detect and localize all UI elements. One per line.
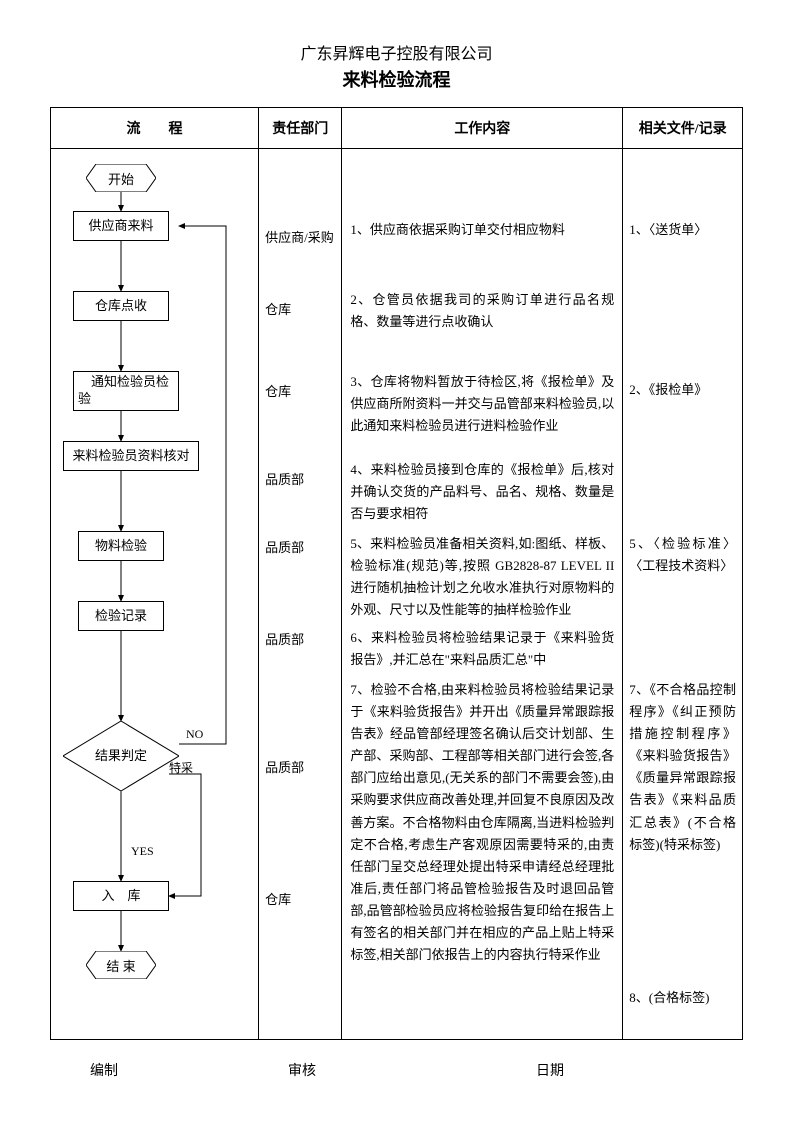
flow-node-receive: 仓库点收 bbox=[73, 291, 169, 321]
flow-node-record-label: 检验记录 bbox=[95, 608, 147, 625]
flow-end: 结 束 bbox=[86, 951, 156, 979]
work-1: 1、供应商依据采购订单交付相应物料 bbox=[350, 219, 614, 241]
flow-cell: 开始 供应商来料 仓库点收 通知检验员检验 来料检验员资料核对 bbox=[51, 149, 259, 1040]
dept-2: 仓库 bbox=[265, 299, 337, 321]
work-cell: 1、供应商依据采购订单交付相应物料 2、仓管员依据我司的采购订单进行品名规格、数… bbox=[342, 149, 623, 1040]
edge-label-no: NO bbox=[186, 727, 203, 742]
flow-node-supplier-label: 供应商来料 bbox=[88, 218, 153, 235]
flow-start-label: 开始 bbox=[108, 169, 134, 188]
doc-8: 8、(合格标签) bbox=[629, 987, 736, 1009]
col-header-doc: 相关文件/记录 bbox=[623, 108, 743, 149]
doc-1: 1、〈送货单〉 bbox=[629, 219, 736, 241]
document-title: 来料检验流程 bbox=[50, 66, 743, 92]
dept-8: 仓库 bbox=[265, 889, 337, 911]
flow-node-store: 入 库 bbox=[73, 881, 169, 911]
flow-node-receive-label: 仓库点收 bbox=[95, 298, 147, 315]
table-header-row: 流 程 责任部门 工作内容 相关文件/记录 bbox=[51, 108, 743, 149]
flow-node-supplier: 供应商来料 bbox=[73, 211, 169, 241]
flow-node-notify: 通知检验员检验 bbox=[73, 371, 179, 411]
footer: 编制 审核 日期 bbox=[50, 1060, 743, 1080]
dept-3: 仓库 bbox=[265, 381, 337, 403]
work-6: 6、来料检验员将检验结果记录于《来料验货报告》,并汇总在"来料品质汇总"中 bbox=[350, 627, 614, 671]
main-table: 流 程 责任部门 工作内容 相关文件/记录 bbox=[50, 107, 743, 1040]
doc-7: 7、《不合格品控制程序》《纠正预防措施控制程序》《来料验货报告》《质量异常跟踪报… bbox=[629, 679, 736, 856]
work-7: 7、检验不合格,由来料检验员将检验结果记录于《来料验货报告》并开出《质量异常跟踪… bbox=[350, 679, 614, 966]
header: 广东昇辉电子控股有限公司 来料检验流程 bbox=[50, 40, 743, 92]
col-header-flow: 流 程 bbox=[51, 108, 259, 149]
dept-1: 供应商/采购 bbox=[265, 227, 337, 249]
page: 广东昇辉电子控股有限公司 来料检验流程 流 程 责任部门 工作内容 相关文件/记… bbox=[0, 0, 793, 1110]
dept-6: 品质部 bbox=[265, 629, 337, 651]
flow-node-verify-label: 来料检验员资料核对 bbox=[72, 448, 189, 465]
doc-2: 2、《报检单》 bbox=[629, 379, 736, 401]
edge-label-yes: YES bbox=[131, 844, 154, 859]
flow-decision: 结果判定 bbox=[63, 721, 179, 791]
doc-5: 5、〈检验标准〉〈工程技术资料〉 bbox=[629, 533, 736, 577]
work-4: 4、来料检验员接到仓库的《报检单》后,核对并确认交货的产品料号、品名、规格、数量… bbox=[350, 459, 614, 525]
footer-review: 审核 bbox=[288, 1060, 316, 1080]
work-3: 3、仓库将物料暂放于待检区,将《报检单》及供应商所附资料一并交与品管部来料检验员… bbox=[350, 371, 614, 437]
col-header-dept: 责任部门 bbox=[259, 108, 342, 149]
work-5: 5、来料检验员准备相关资料,如:图纸、样板、检验标准(规范)等,按照 GB282… bbox=[350, 533, 614, 621]
footer-author: 编制 bbox=[90, 1060, 118, 1080]
flow-node-inspect-label: 物料检验 bbox=[95, 538, 147, 555]
flow-decision-label: 结果判定 bbox=[63, 721, 179, 791]
dept-7: 品质部 bbox=[265, 757, 337, 779]
flow-node-inspect: 物料检验 bbox=[78, 531, 164, 561]
doc-cell: 1、〈送货单〉 2、《报检单》 5、〈检验标准〉〈工程技术资料〉 7、《不合格品… bbox=[623, 149, 743, 1040]
work-2: 2、仓管员依据我司的采购订单进行品名规格、数量等进行点收确认 bbox=[350, 289, 614, 333]
flow-node-verify: 来料检验员资料核对 bbox=[63, 441, 199, 471]
flow-start: 开始 bbox=[86, 164, 156, 192]
flow-node-record: 检验记录 bbox=[78, 601, 164, 631]
dept-4: 品质部 bbox=[265, 469, 337, 491]
footer-date: 日期 bbox=[536, 1060, 564, 1080]
flow-node-store-label: 入 库 bbox=[101, 888, 140, 905]
flow-node-notify-label: 通知检验员检验 bbox=[78, 374, 174, 408]
edge-label-special: 特采 bbox=[169, 759, 193, 776]
dept-5: 品质部 bbox=[265, 537, 337, 559]
flow-end-label: 结 束 bbox=[106, 956, 135, 975]
table-body-row: 开始 供应商来料 仓库点收 通知检验员检验 来料检验员资料核对 bbox=[51, 149, 743, 1040]
col-header-work: 工作内容 bbox=[342, 108, 623, 149]
company-name: 广东昇辉电子控股有限公司 bbox=[50, 40, 743, 64]
dept-cell: 供应商/采购 仓库 仓库 品质部 品质部 品质部 品质部 仓库 bbox=[259, 149, 342, 1040]
